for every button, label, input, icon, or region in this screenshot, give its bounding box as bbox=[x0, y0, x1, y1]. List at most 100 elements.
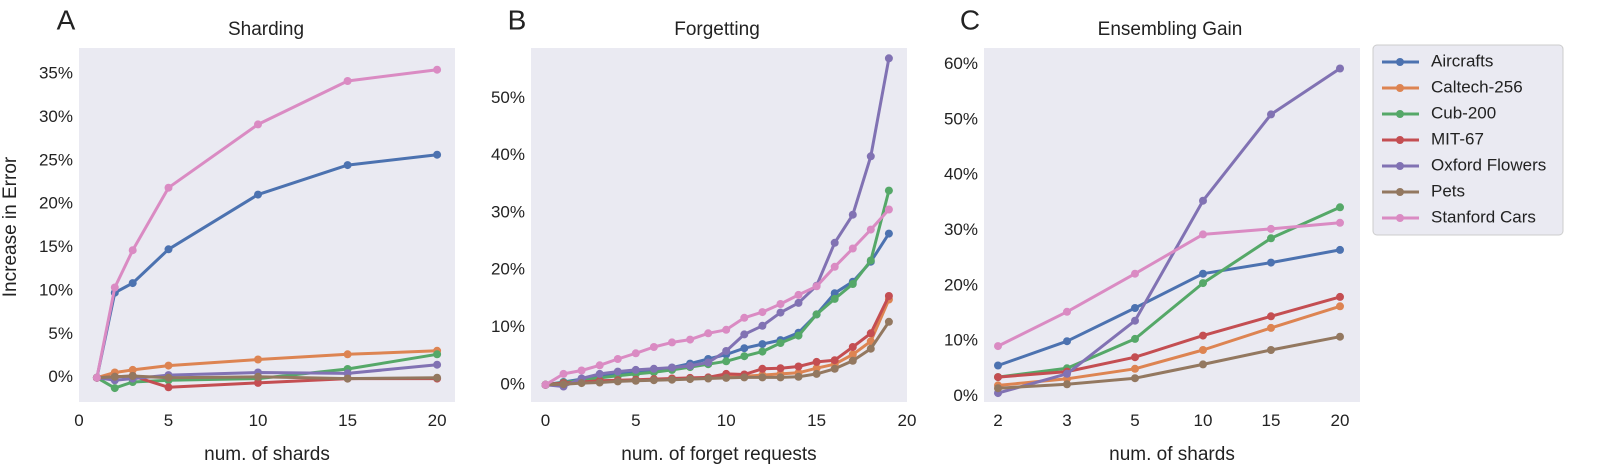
x-tick-label: 20 bbox=[1331, 411, 1350, 430]
data-point bbox=[110, 372, 119, 381]
data-point bbox=[631, 349, 640, 358]
data-point bbox=[1336, 203, 1344, 212]
y-tick-label: 30% bbox=[39, 107, 73, 126]
data-point bbox=[595, 378, 604, 387]
data-point bbox=[577, 366, 586, 375]
x-tick-label: 5 bbox=[631, 411, 640, 430]
data-point bbox=[559, 380, 568, 389]
legend-box bbox=[1372, 44, 1564, 236]
data-point bbox=[866, 152, 875, 161]
data-point bbox=[343, 350, 352, 359]
plot-area-sharding bbox=[79, 48, 455, 402]
data-point bbox=[164, 245, 173, 254]
data-point bbox=[812, 369, 821, 378]
data-point bbox=[830, 289, 839, 298]
data-point bbox=[577, 379, 586, 388]
legend-item-cub-200: Cub-200 bbox=[1382, 103, 1496, 122]
panel-forgetting: B Forgetting 0% 10% 20% 30% 40% 50% 0 5 10 15 20 num.… bbox=[491, 4, 916, 465]
data-point bbox=[1131, 269, 1139, 278]
data-point bbox=[704, 358, 713, 367]
series-caltech-256 bbox=[994, 302, 1344, 390]
data-point bbox=[722, 325, 731, 334]
data-point bbox=[704, 329, 713, 338]
x-tick-label: 15 bbox=[1262, 411, 1281, 430]
series-oxford-flowers bbox=[994, 64, 1344, 398]
legend-marker bbox=[1396, 136, 1404, 144]
x-tick-label: 10 bbox=[249, 411, 268, 430]
data-point bbox=[631, 376, 640, 385]
series-stanford-cars bbox=[92, 65, 442, 382]
data-point bbox=[794, 331, 803, 340]
data-point bbox=[758, 340, 767, 349]
data-point bbox=[884, 54, 893, 63]
series-pets bbox=[541, 317, 893, 389]
legend-label: MIT-67 bbox=[1431, 129, 1484, 148]
y-tick-label: 20% bbox=[944, 275, 978, 294]
data-point bbox=[866, 329, 875, 338]
data-point bbox=[613, 367, 622, 376]
data-point bbox=[164, 373, 173, 382]
data-point bbox=[722, 373, 731, 382]
data-point bbox=[884, 317, 893, 326]
data-point bbox=[812, 282, 821, 291]
data-point bbox=[1063, 337, 1071, 346]
data-point bbox=[830, 356, 839, 365]
data-point bbox=[776, 373, 785, 382]
data-point bbox=[830, 294, 839, 303]
data-point bbox=[649, 364, 658, 373]
x-tick-label: 20 bbox=[428, 411, 447, 430]
data-point bbox=[92, 373, 101, 382]
data-point bbox=[794, 372, 803, 381]
data-point bbox=[776, 339, 785, 347]
panel-ensembling-gain: C Ensembling Gain 0% 10% 20% 30% 40% 50% 60% 2 3 5 1… bbox=[944, 4, 1360, 465]
x-tick-label: 5 bbox=[1130, 411, 1139, 430]
data-point bbox=[254, 190, 262, 199]
data-point bbox=[128, 246, 137, 255]
panel-letter: B bbox=[508, 4, 527, 35]
data-point bbox=[848, 343, 857, 351]
legend-item-caltech-256: Caltech-256 bbox=[1382, 77, 1523, 96]
data-point bbox=[1267, 312, 1275, 321]
data-point bbox=[1199, 279, 1207, 288]
x-tick-label: 0 bbox=[541, 411, 550, 430]
data-point bbox=[541, 380, 550, 389]
data-point bbox=[254, 120, 262, 129]
series-stanford-cars bbox=[541, 205, 893, 389]
x-tick-label: 0 bbox=[74, 411, 83, 430]
y-tick-label: 40% bbox=[944, 165, 978, 184]
chart-title: Ensembling Gain bbox=[1098, 19, 1243, 40]
data-point bbox=[433, 373, 442, 382]
data-point bbox=[722, 347, 731, 355]
data-point bbox=[830, 238, 839, 247]
data-point bbox=[613, 377, 622, 386]
data-point bbox=[1336, 218, 1344, 227]
data-point bbox=[254, 372, 262, 381]
data-point bbox=[649, 343, 658, 351]
data-point bbox=[758, 308, 767, 317]
data-point bbox=[848, 244, 857, 253]
legend-marker bbox=[1396, 84, 1404, 92]
data-point bbox=[128, 372, 137, 380]
x-tick-label: 15 bbox=[338, 411, 357, 430]
series-line bbox=[996, 304, 1342, 387]
data-point bbox=[884, 229, 893, 238]
data-point bbox=[433, 350, 442, 359]
y-tick-label: 60% bbox=[944, 54, 978, 73]
data-point bbox=[776, 364, 785, 373]
data-point bbox=[1267, 346, 1275, 354]
data-point bbox=[812, 364, 821, 373]
x-tick-label: 20 bbox=[898, 411, 917, 430]
data-point bbox=[128, 365, 137, 374]
y-tick-label: 10% bbox=[944, 331, 978, 350]
series-stanford-cars bbox=[994, 218, 1344, 351]
data-point bbox=[794, 362, 803, 371]
data-point bbox=[994, 373, 1002, 382]
data-point bbox=[1131, 334, 1139, 343]
data-point bbox=[994, 342, 1002, 351]
data-point bbox=[758, 364, 767, 373]
data-point bbox=[1063, 369, 1071, 378]
data-point bbox=[254, 378, 262, 387]
data-point bbox=[758, 373, 767, 382]
y-tick-label: 30% bbox=[944, 220, 978, 239]
